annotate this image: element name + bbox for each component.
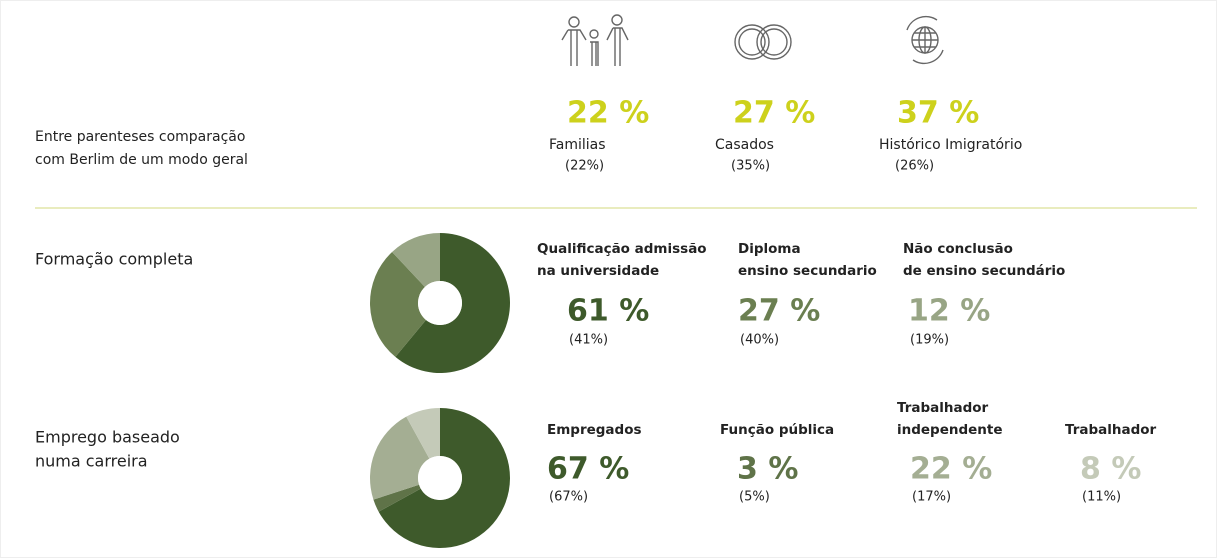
rings-icon xyxy=(734,24,792,60)
donut-segment xyxy=(373,484,421,512)
item-value: 61 % xyxy=(567,294,649,329)
stat-value: 37 % xyxy=(897,96,979,131)
donut-segment xyxy=(370,416,430,500)
section-title: numa carreira xyxy=(35,452,148,471)
item-name: Trabalhador xyxy=(1065,422,1157,438)
donut-segment xyxy=(370,251,426,357)
item-value: 22 % xyxy=(910,452,992,487)
stat-compare: (22%) xyxy=(565,159,604,174)
stat-compare: (35%) xyxy=(731,159,770,174)
donut-segment xyxy=(406,408,440,459)
item-name: Qualificação admissão xyxy=(537,241,707,257)
donut-hole xyxy=(418,456,462,500)
stat-compare: (26%) xyxy=(895,159,934,174)
item-name: Diploma xyxy=(738,241,801,257)
item-name: Trabalhador xyxy=(897,400,989,416)
globe-icon xyxy=(906,15,944,65)
item-name: Função pública xyxy=(720,422,834,438)
item-compare: (17%) xyxy=(912,490,951,505)
stat-name: Casados xyxy=(715,137,774,153)
item-value: 8 % xyxy=(1080,452,1141,487)
family-icon xyxy=(561,14,629,66)
stat-value: 27 % xyxy=(733,96,815,131)
item-value: 3 % xyxy=(737,452,798,487)
section-title: Formação completa xyxy=(35,250,193,269)
stat-value: 22 % xyxy=(567,96,649,131)
intro-line: com Berlim de um modo geral xyxy=(35,152,248,168)
item-name: ensino secundario xyxy=(738,263,877,279)
item-value: 12 % xyxy=(908,294,990,329)
donut-hole xyxy=(418,281,462,325)
item-name: na universidade xyxy=(537,263,659,279)
item-compare: (41%) xyxy=(569,333,608,348)
donut-segment xyxy=(392,233,440,287)
donut-segment xyxy=(395,233,511,374)
item-compare: (11%) xyxy=(1082,490,1121,505)
intro-line: Entre parenteses comparação xyxy=(35,129,245,145)
item-compare: (40%) xyxy=(740,333,779,348)
stat-name: Familias xyxy=(549,137,606,153)
item-name: Empregados xyxy=(547,422,642,438)
item-value: 67 % xyxy=(547,452,629,487)
item-compare: (5%) xyxy=(739,490,770,505)
section-title: Emprego baseado xyxy=(35,428,180,447)
item-compare: (19%) xyxy=(910,333,949,348)
stat-name: Histórico Imigratório xyxy=(879,137,1022,153)
item-name: Não conclusão xyxy=(903,241,1013,257)
item-name: independente xyxy=(897,422,1003,438)
donut-segment xyxy=(378,408,511,548)
item-value: 27 % xyxy=(738,294,820,329)
item-compare: (67%) xyxy=(549,490,588,505)
item-name: de ensino secundário xyxy=(903,263,1065,279)
